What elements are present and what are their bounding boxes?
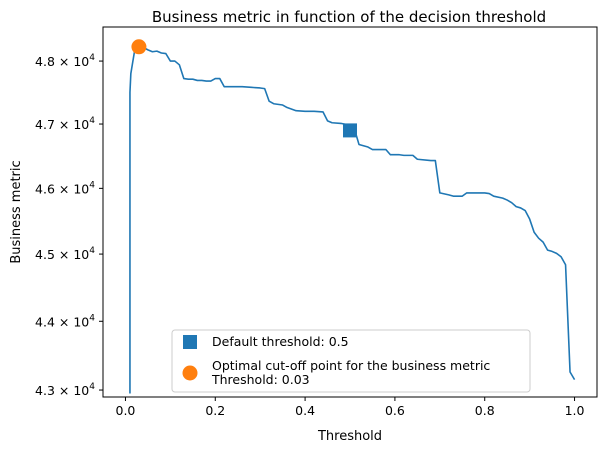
plot-frame xyxy=(102,26,598,398)
x-tick-label: 0.4 xyxy=(295,403,315,418)
legend-box xyxy=(171,329,531,393)
y-axis-ticks: 4.3 × 104 4.4 × 104 4.5 × 104 4.6 × 104 4.7 … xyxy=(35,53,103,398)
chart-title: Business metric in function of the decis… xyxy=(152,8,546,26)
y-tick-label: 4.5 × 104 xyxy=(35,246,95,262)
legend: Default threshold: 0.5 Optimal cut-off po… xyxy=(171,329,531,393)
series-line xyxy=(129,46,576,394)
y-tick-label: 4.7 × 104 xyxy=(35,116,95,132)
x-tick-label: 0.0 xyxy=(116,403,136,418)
optimal-threshold-marker xyxy=(131,39,147,55)
series-layer xyxy=(129,46,576,394)
y-tick-label: 4.3 × 104 xyxy=(35,382,95,398)
default-threshold-marker xyxy=(343,123,357,138)
y-tick-label: 4.6 × 104 xyxy=(35,180,95,196)
y-tick-label: 4.8 × 104 xyxy=(35,53,95,69)
x-axis-label: Threshold xyxy=(317,429,382,444)
x-tick-label: 1.0 xyxy=(565,403,585,418)
legend-square-swatch xyxy=(183,335,197,349)
x-tick-label: 0.6 xyxy=(385,403,405,418)
legend-entry-label: Optimal cut-off point for the business m… xyxy=(211,358,490,387)
marker-layer xyxy=(131,39,357,138)
legend-entry-label: Default threshold: 0.5 xyxy=(212,334,349,349)
x-tick-label: 0.8 xyxy=(475,403,495,418)
legend-circle-swatch xyxy=(182,365,198,381)
y-tick-label: 4.4 × 104 xyxy=(35,313,95,329)
y-axis-label: Business metric xyxy=(9,160,24,263)
x-tick-label: 0.2 xyxy=(205,403,225,418)
x-axis-ticks: 0.0 0.2 0.4 0.6 0.8 1.0 xyxy=(116,397,585,418)
